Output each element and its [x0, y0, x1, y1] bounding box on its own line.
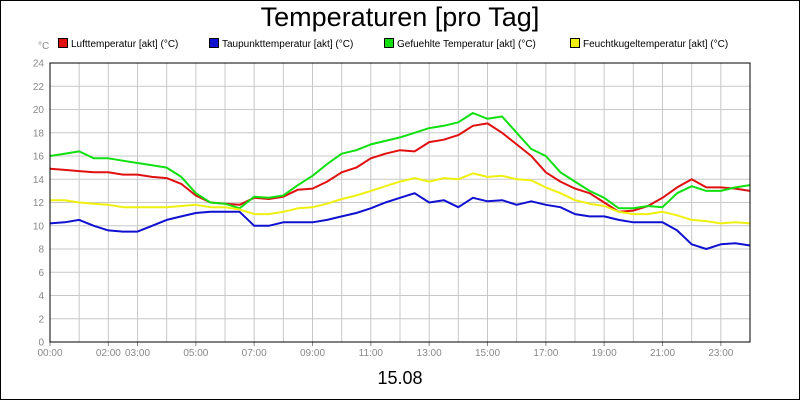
x-tick-label: 05:00	[183, 348, 208, 359]
x-axis-ticks: 00:00 02:00 03:00 05:00 07:00 09:00 11:00 13:00…	[37, 342, 734, 359]
series-line-0	[49, 122, 751, 213]
y-tick-label: 14	[33, 175, 45, 186]
y-tick-label: 22	[33, 82, 45, 93]
x-tick-label: 23:00	[708, 348, 733, 359]
series-line-1	[49, 192, 751, 250]
y-tick-label: 24	[33, 59, 45, 70]
x-tick-label: 00:00	[37, 348, 62, 359]
legend-label-feuchtkugeltemperatur: Feuchtkugeltemperatur [akt] (°C)	[583, 39, 729, 50]
legend-label-gefuehlte-temperatur: Gefuehlte Temperatur [akt] (°C)	[397, 39, 536, 50]
series-line-3	[50, 172, 751, 225]
legend-swatch-taupunkttemperatur	[209, 38, 219, 48]
series-lines	[49, 112, 751, 250]
y-tick-label: 16	[33, 152, 45, 163]
y-tick-label: 8	[38, 245, 44, 256]
y-tick-label: 10	[33, 221, 45, 232]
y-tick-label: 18	[33, 128, 45, 139]
legend-item-gefuehlte-temperatur: Gefuehlte Temperatur [akt] (°C)	[384, 38, 536, 50]
y-tick-label: 6	[38, 268, 44, 279]
x-tick-label: 07:00	[242, 348, 267, 359]
legend-swatch-gefuehlte-temperatur	[384, 38, 394, 48]
legend-item-feuchtkugeltemperatur: Feuchtkugeltemperatur [akt] (°C)	[570, 38, 728, 50]
x-tick-label: 11:00	[359, 348, 384, 359]
series-line-2	[49, 112, 751, 210]
x-tick-label: 02:00	[96, 348, 121, 359]
x-tick-label: 13:00	[417, 348, 442, 359]
y-tick-label: 0	[38, 338, 44, 349]
x-tick-label: 17:00	[533, 348, 558, 359]
y-tick-label: 2	[38, 314, 44, 325]
x-tick-label: 09:00	[300, 348, 325, 359]
chart-title: Temperaturen [pro Tag]	[260, 2, 540, 32]
legend-item-lufttemperatur: Lufttemperatur [akt] (°C)	[58, 38, 178, 50]
y-tick-label: 12	[33, 198, 45, 209]
x-tick-label: 19:00	[592, 348, 617, 359]
legend-label-lufttemperatur: Lufttemperatur [akt] (°C)	[71, 39, 179, 50]
legend-swatch-feuchtkugeltemperatur	[570, 38, 580, 48]
y-tick-label: 4	[38, 291, 44, 302]
y-tick-label: 20	[33, 105, 45, 116]
x-tick-label: 21:00	[650, 348, 675, 359]
legend-swatch-lufttemperatur	[58, 38, 68, 48]
x-tick-label: 15:00	[475, 348, 500, 359]
legend-item-taupunkttemperatur: Taupunkttemperatur [akt] (°C)	[209, 38, 353, 50]
grid	[50, 62, 750, 343]
date-label: 15.08	[377, 368, 423, 388]
plot-border	[49, 62, 751, 343]
x-tick-label: 03:00	[125, 348, 150, 359]
y-axis-unit: °C	[38, 41, 50, 52]
legend-label-taupunkttemperatur: Taupunkttemperatur [akt] (°C)	[222, 39, 354, 50]
